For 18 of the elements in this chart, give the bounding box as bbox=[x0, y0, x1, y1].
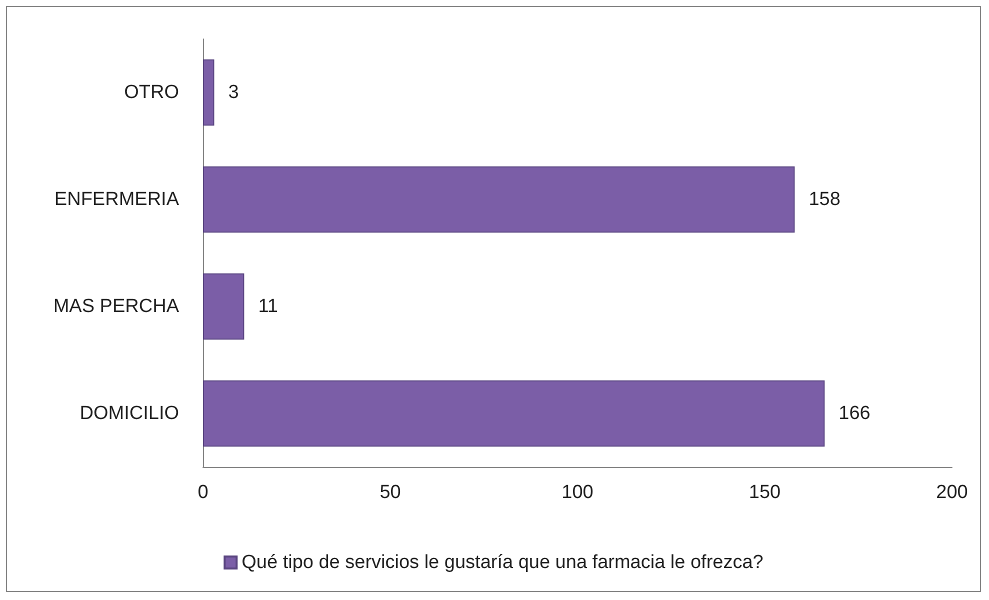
x-tick-label: 0 bbox=[198, 482, 208, 503]
legend-label: Qué tipo de servicios le gustaría que una farmacia le ofrezca? bbox=[242, 552, 764, 573]
y-tick-label: ENFERMERIA bbox=[54, 189, 180, 210]
data-label: 166 bbox=[838, 403, 870, 424]
data-label: 3 bbox=[228, 82, 239, 103]
y-tick-label: OTRO bbox=[124, 82, 179, 103]
bar bbox=[203, 273, 244, 340]
data-label: 158 bbox=[808, 189, 840, 210]
x-tick-label: 100 bbox=[562, 482, 594, 503]
data-label: 11 bbox=[258, 296, 278, 317]
x-tick-label: 150 bbox=[748, 482, 781, 503]
x-tick-label: 200 bbox=[936, 482, 968, 503]
y-tick-label: MAS PERCHA bbox=[53, 296, 180, 317]
bar bbox=[203, 166, 795, 233]
y-tick-label: DOMICILIO bbox=[80, 403, 179, 424]
x-tick-label: 50 bbox=[380, 482, 401, 503]
bar bbox=[203, 59, 214, 126]
bar bbox=[203, 380, 825, 447]
